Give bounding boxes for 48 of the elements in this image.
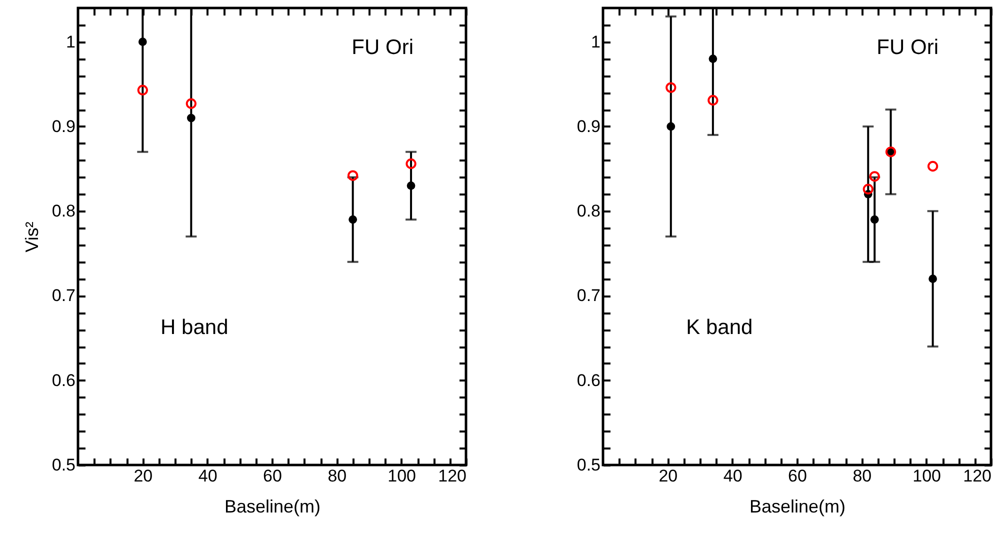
point [869, 171, 880, 182]
x-tick-label: 80 [852, 466, 872, 486]
x-tick-label: 100 [388, 466, 416, 486]
point [927, 160, 938, 172]
point [666, 122, 676, 131]
x-tick-label: 120 [963, 466, 992, 486]
annotation: H band [160, 316, 228, 339]
point [862, 184, 874, 194]
y-tick-label: 0.7 [576, 286, 600, 306]
y-tick-label: 0.6 [52, 370, 76, 390]
annotation: FU Ori [352, 36, 414, 60]
x-tick-label: 120 [438, 466, 466, 486]
point [406, 182, 416, 190]
point [928, 274, 937, 283]
point [666, 82, 676, 93]
y-tick-label: 0.5 [576, 456, 600, 474]
y-tick-label: 0.7 [52, 286, 76, 306]
y-tick-label: 0.9 [52, 116, 76, 136]
y-axis-title: Vis² [22, 222, 42, 252]
x-tick-label: 20 [658, 466, 678, 486]
point [186, 98, 196, 109]
x-tick-label: 60 [788, 466, 807, 486]
point [348, 215, 358, 224]
point [137, 84, 148, 96]
y-tick-label: 0.5 [52, 456, 76, 474]
point [348, 170, 358, 181]
x-tick-label: 60 [263, 466, 282, 486]
y-tick-label: 0.8 [576, 202, 600, 221]
y-tick-label: 0.9 [576, 116, 600, 136]
y-tick-label: 0.6 [576, 370, 600, 390]
point [708, 94, 718, 106]
x-tick-label: 100 [912, 466, 942, 486]
point [406, 158, 416, 170]
y-tick-label: 1 [591, 32, 600, 52]
point [708, 54, 718, 63]
x-tick-label: 20 [134, 466, 153, 486]
y-tick-label: 1 [66, 32, 76, 52]
annotation: FU Ori [876, 36, 938, 60]
x-axis-title: Baseline(m) [749, 496, 846, 516]
x-tick-label: 40 [198, 466, 218, 486]
x-axis-title: Baseline(m) [224, 496, 321, 516]
point [186, 114, 196, 122]
x-tick-label: 80 [328, 466, 347, 486]
point [138, 38, 147, 46]
x-tick-label: 40 [723, 466, 742, 486]
point [870, 215, 879, 224]
annotation: K band [686, 316, 753, 339]
y-tick-label: 0.8 [52, 202, 76, 221]
